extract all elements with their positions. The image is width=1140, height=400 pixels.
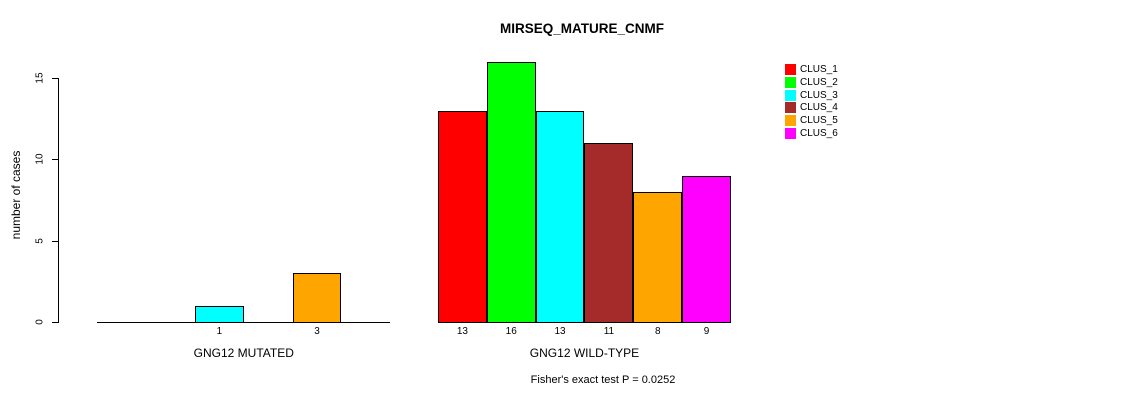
legend-label: CLUS_4 (800, 102, 838, 114)
legend-swatch-icon (785, 76, 796, 88)
bar-count-label: 13 (456, 326, 468, 337)
bar-count-label: 3 (314, 326, 320, 337)
legend-label: CLUS_2 (800, 76, 838, 88)
legend: CLUS_1 CLUS_2 CLUS_3 CLUS_4 CLUS_5 CLUS_6 (785, 63, 838, 140)
bar-clus_3 (194, 305, 244, 323)
y-tick-label: 15 (34, 72, 46, 84)
y-tick-mark (52, 78, 58, 79)
y-tick-mark (52, 240, 58, 242)
group-baseline (97, 322, 391, 323)
bar-clus_3 (535, 110, 585, 323)
legend-item-clus_5: CLUS_5 (785, 114, 838, 127)
bar-count-label: 9 (703, 326, 710, 337)
y-axis-line (58, 78, 59, 323)
bar-count-label: 11 (603, 326, 615, 337)
legend-item-clus_6: CLUS_6 (785, 127, 838, 140)
legend-item-clus_3: CLUS_3 (785, 89, 838, 102)
bar-clus_5 (633, 191, 683, 323)
bar-clus_6 (682, 175, 731, 323)
chart-title: MIRSEQ_MATURE_CNMF (499, 21, 665, 36)
legend-item-clus_1: CLUS_1 (785, 63, 838, 76)
bar-clus_1 (438, 110, 487, 323)
y-tick-label: 0 (34, 319, 46, 325)
legend-item-clus_2: CLUS_2 (785, 76, 838, 89)
legend-swatch-icon (785, 102, 796, 114)
bar-clus_5 (292, 273, 342, 323)
legend-swatch-icon (785, 63, 796, 75)
group-label: GNG12 MUTATED (193, 346, 294, 360)
legend-swatch-icon (785, 128, 796, 140)
y-axis-label: number of cases (9, 150, 23, 240)
y-tick-label: 5 (34, 237, 46, 244)
bar-count-label: 1 (216, 326, 223, 337)
bar-count-label: 13 (554, 326, 566, 337)
bar-clus_4 (584, 143, 634, 323)
y-tick-label: 10 (34, 153, 46, 165)
legend-label: CLUS_1 (800, 63, 838, 75)
legend-swatch-icon (785, 115, 796, 127)
y-tick-mark (52, 159, 58, 161)
legend-swatch-icon (785, 89, 796, 101)
bar-count-label: 8 (654, 326, 661, 337)
y-tick-mark (52, 322, 58, 323)
legend-label: CLUS_3 (800, 89, 838, 101)
legend-item-clus_4: CLUS_4 (785, 101, 838, 114)
fisher-test-annotation: Fisher's exact test P = 0.0252 (530, 374, 676, 386)
bar-clus_2 (486, 61, 536, 323)
group-label: GNG12 WILD-TYPE (529, 346, 640, 360)
bar-count-label: 16 (505, 326, 517, 337)
legend-label: CLUS_5 (800, 115, 838, 127)
legend-label: CLUS_6 (800, 128, 838, 140)
